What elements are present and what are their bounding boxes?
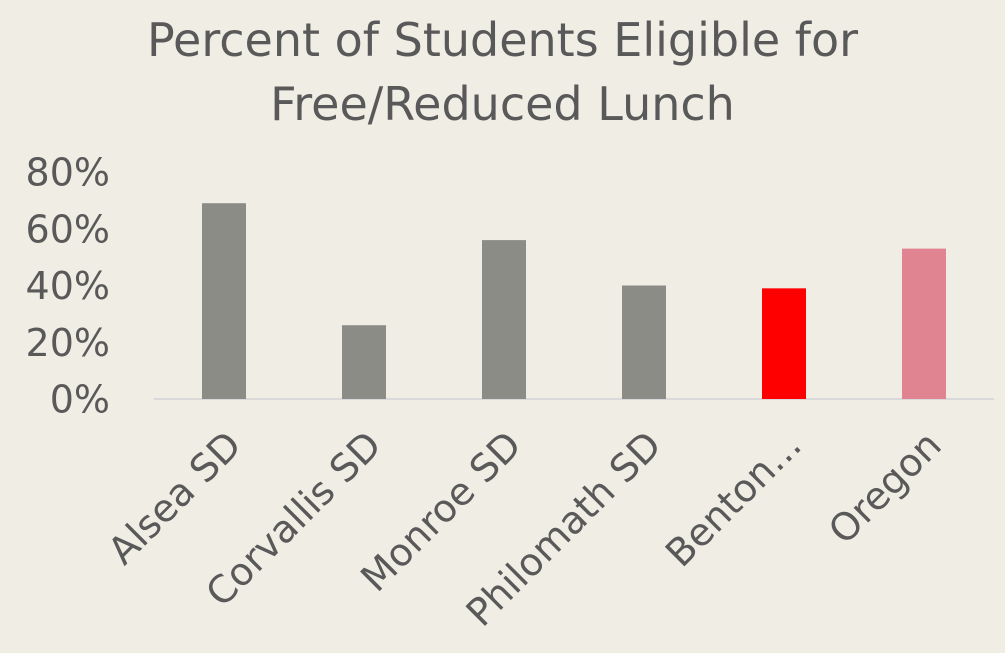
y-tick-label: 60% — [26, 207, 110, 251]
bar — [762, 288, 806, 399]
chart-title: Percent of Students Eligible for Free/Re… — [146, 13, 859, 131]
bar — [622, 285, 666, 399]
y-tick-label: 20% — [26, 321, 110, 365]
x-tick-label: Oregon — [820, 423, 950, 553]
chart-title-box: Percent of Students Eligible for Free/Re… — [0, 8, 1005, 136]
bar — [342, 325, 386, 399]
bar — [202, 203, 246, 399]
y-tick-label: 80% — [26, 151, 110, 195]
bar — [902, 248, 946, 399]
x-tick-label: Benton... — [657, 423, 810, 576]
y-tick-label: 40% — [26, 264, 110, 308]
bar — [482, 240, 526, 399]
x-tick-label: Alsea SD — [100, 423, 250, 573]
y-tick-label: 0% — [50, 378, 110, 422]
